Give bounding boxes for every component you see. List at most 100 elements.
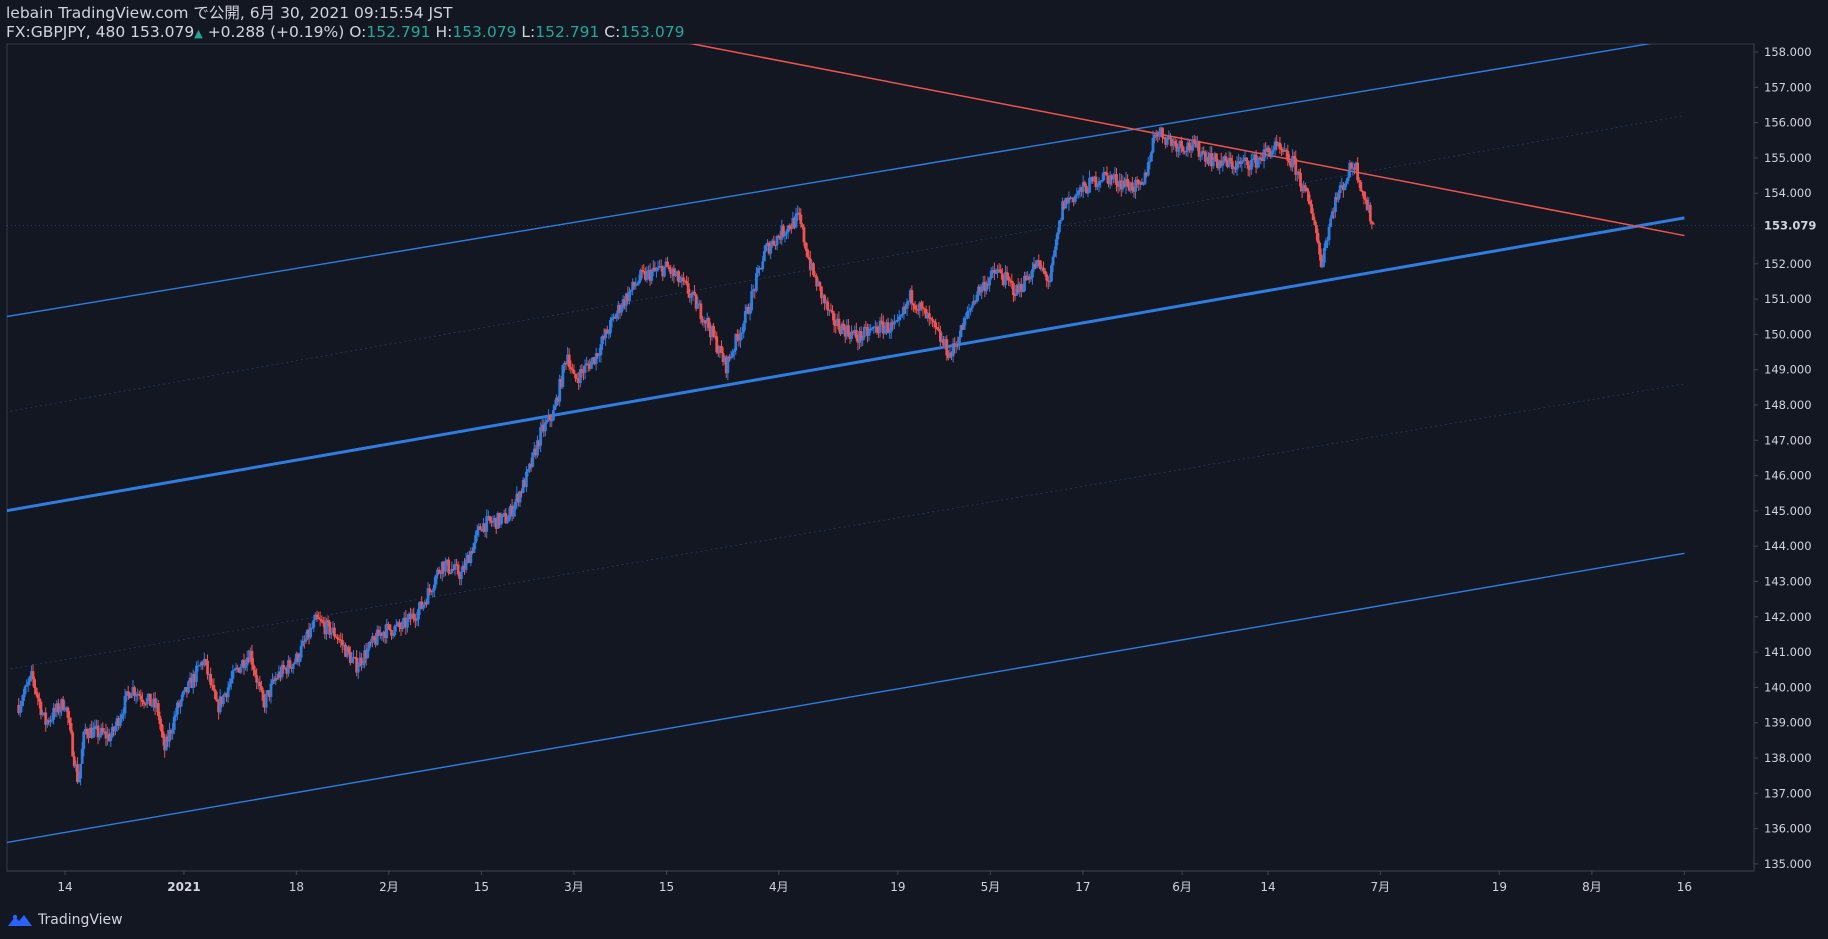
candle-body — [712, 325, 715, 337]
candle-body — [1283, 149, 1287, 152]
candle-body — [1245, 157, 1248, 161]
candle-body — [405, 618, 409, 628]
candle-body — [989, 270, 993, 279]
candle-body — [593, 357, 596, 364]
candle-body — [848, 334, 852, 339]
candle-body — [164, 736, 168, 751]
candle-body — [835, 318, 839, 326]
candle-body — [761, 261, 765, 270]
candle-body — [363, 650, 366, 664]
candle-body — [612, 316, 616, 318]
candle-body — [1281, 149, 1285, 152]
candle-body — [1261, 158, 1264, 161]
candle-body — [1348, 162, 1352, 178]
candle-body — [650, 271, 654, 281]
candle-body — [50, 719, 54, 721]
time-axis[interactable]: 14 2021 18 2月 15 3月 15 4月 19 5月 17 6月 14 7月 19 8月 16 — [7, 870, 1754, 894]
candle-body — [76, 764, 79, 782]
channel-quarter-upper-line[interactable] — [6, 115, 1685, 413]
candle-body — [523, 479, 527, 488]
candle-body — [705, 318, 709, 324]
candle-body — [255, 675, 259, 683]
candle-body — [1170, 139, 1174, 146]
candle-body — [1032, 263, 1036, 270]
candle-body — [791, 217, 795, 229]
price-axis[interactable]: 135.000 136.000 137.000 138.000 139.000 140.0… — [7, 44, 1823, 871]
price-tick-label: 139.000 — [1764, 716, 1812, 730]
candle-body — [499, 517, 503, 525]
candle-body — [60, 699, 63, 710]
tradingview-watermark[interactable]: TradingView — [6, 909, 123, 931]
channel-median-line[interactable] — [6, 216, 1685, 513]
candle-body — [702, 320, 706, 323]
candle-body — [331, 627, 335, 633]
price-tick-label: 137.000 — [1764, 786, 1812, 800]
candle-body — [1364, 198, 1367, 200]
candle-body — [258, 682, 262, 687]
price-tick-label: 138.000 — [1764, 751, 1812, 765]
time-tick-label: 2021 — [167, 880, 200, 894]
candle-body — [856, 338, 860, 343]
candle-body — [388, 624, 392, 631]
candle-body — [821, 295, 825, 299]
candle-body — [1213, 153, 1217, 161]
candle-body — [992, 269, 996, 274]
resistance-trend-line[interactable] — [680, 41, 1685, 237]
candle-body — [1024, 275, 1028, 281]
candle-body — [1329, 218, 1333, 227]
candle-body — [985, 283, 988, 292]
price-tick-label: 149.000 — [1764, 363, 1812, 377]
candle-body — [217, 701, 221, 713]
channel-upper-line[interactable] — [6, 38, 1685, 318]
chart-plot-area[interactable] — [6, 38, 1755, 872]
candle-body — [210, 684, 214, 686]
candle-body — [1083, 182, 1087, 186]
candle-body — [891, 322, 895, 325]
candle-body — [241, 660, 244, 667]
candle-body — [87, 734, 90, 738]
candle-body — [160, 723, 163, 732]
candle-body — [640, 270, 644, 272]
candle-body — [1061, 201, 1064, 220]
candle-body — [371, 636, 374, 643]
candle-body — [824, 301, 828, 304]
candle-body — [912, 303, 915, 306]
candle-body — [156, 703, 160, 717]
candle-body — [369, 642, 373, 644]
candle-body — [1349, 162, 1353, 169]
channel-lower-line[interactable] — [6, 552, 1685, 844]
candle-body — [659, 266, 663, 268]
candle-body — [337, 639, 341, 641]
candle-body — [1126, 178, 1130, 186]
candle-body — [734, 334, 738, 351]
candle-body — [534, 448, 538, 456]
candle-body — [780, 225, 784, 240]
symbol-name[interactable]: FX:GBPJPY, 480 — [6, 23, 126, 41]
time-tick-label: 15 — [659, 880, 674, 894]
candle-body — [935, 327, 939, 329]
candle-body — [1276, 142, 1280, 146]
candle-body — [125, 691, 129, 696]
candle-body — [410, 613, 414, 620]
candle-body — [126, 691, 130, 694]
candle-body — [106, 733, 109, 739]
candle-body — [47, 720, 51, 723]
candle-body — [1268, 152, 1272, 157]
candle-body — [785, 232, 788, 234]
candle-body — [1302, 185, 1306, 192]
candle-body — [1070, 197, 1074, 199]
candle-body — [179, 701, 182, 707]
candle-body — [336, 637, 339, 640]
candle-body — [464, 559, 468, 570]
candle-body — [854, 330, 858, 339]
candle-body — [1029, 277, 1033, 280]
candle-body — [951, 343, 955, 357]
candle-body — [805, 248, 809, 257]
candle-body — [472, 542, 476, 553]
channel-quarter-lower-line[interactable] — [6, 383, 1685, 670]
candle-body — [93, 726, 97, 730]
price-tick-label: 142.000 — [1764, 610, 1812, 624]
candle-body — [131, 687, 135, 694]
candle-body — [748, 310, 752, 314]
